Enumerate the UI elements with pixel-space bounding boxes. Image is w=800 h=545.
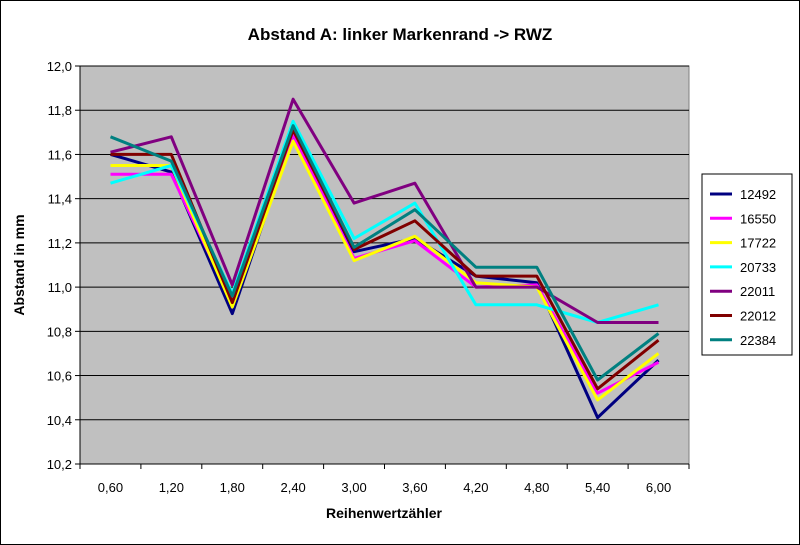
gridlines	[80, 65, 689, 421]
y-tick-label: 11,6	[48, 147, 72, 162]
y-tick-label: 11,8	[48, 103, 72, 118]
x-tick-label: 3,60	[402, 480, 427, 495]
y-tick-label: 12,0	[47, 59, 72, 74]
y-tick-label: 10,6	[47, 369, 72, 384]
series-line-17722	[110, 139, 660, 402]
x-tick-label: 3,00	[341, 480, 366, 495]
legend-label: 22384	[740, 333, 776, 348]
x-tick-label: 2,40	[280, 480, 305, 495]
plot-area	[79, 65, 690, 465]
x-tick-label: 0,60	[98, 480, 123, 495]
y-tick-label: 11,4	[48, 192, 72, 207]
y-tick-label: 11,0	[48, 280, 72, 295]
axes	[75, 65, 690, 469]
x-tick-label: 4,80	[524, 480, 549, 495]
x-tick-label: 1,80	[220, 480, 245, 495]
legend-label: 17722	[740, 236, 776, 251]
x-tick-label: 5,40	[585, 480, 610, 495]
y-tick-label: 10,4	[47, 413, 72, 428]
y-tick-label: 10,2	[47, 457, 72, 472]
series-line-12492	[110, 133, 660, 420]
legend-label: 20733	[740, 260, 776, 275]
y-tick-labels: 10,2 10,4 10,6 10,8 11,0 11,2 11,4 11,6 11,8 12,0	[47, 59, 72, 472]
series-line-22384	[109, 124, 660, 382]
y-axis-label: Abstand in mm	[11, 214, 27, 315]
series-line-22011	[110, 97, 659, 324]
legend-label: 12492	[740, 187, 776, 202]
legend-label: 16550	[740, 211, 776, 226]
series-lines	[109, 97, 660, 420]
legend: 12492 16550 17722 20733 22011 22012 22384	[701, 173, 793, 356]
x-tick-label: 1,20	[159, 480, 184, 495]
chart-title: Abstand A: linker Markenrand -> RWZ	[248, 25, 553, 44]
legend-box	[701, 173, 793, 356]
x-tick-labels: 0,60 1,20 1,80 2,40 3,00 3,60 4,20 4,80 5,40 6,00	[98, 480, 671, 495]
x-tick-label: 4,20	[463, 480, 488, 495]
y-tick-label: 11,2	[48, 236, 72, 251]
x-axis-label: Reihenwertzähler	[326, 505, 442, 521]
x-tick-label: 6,00	[646, 480, 671, 495]
legend-label: 22012	[740, 309, 776, 324]
y-tick-label: 10,8	[47, 324, 72, 339]
legend-label: 22011	[740, 284, 775, 299]
